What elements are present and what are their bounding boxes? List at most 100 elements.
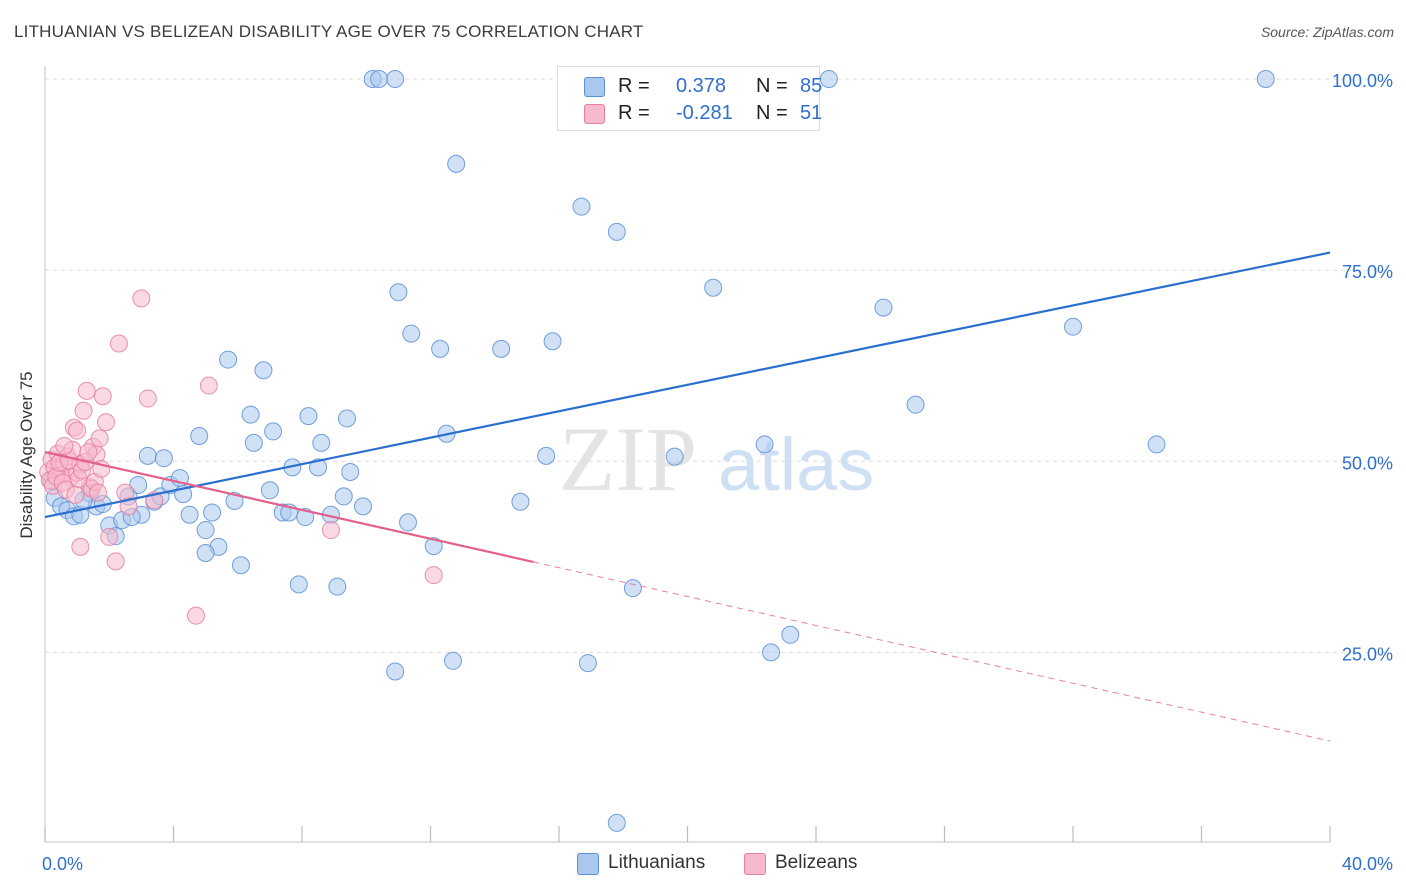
legend-swatch-pink [584,104,605,124]
y-tick-label: 25.0% [1342,644,1393,664]
lithuanian-point [154,449,173,468]
lithuanian-point [309,458,328,477]
lithuanian-point [623,579,642,598]
belizean-point [321,521,340,540]
lithuanian-point [607,222,626,241]
x-tick-label: 40.0% [1342,854,1393,874]
belizean-point [74,401,93,420]
y-tick-label: 100.0% [1332,71,1393,91]
lithuanian-point [386,662,405,681]
belizean-trend-extension [533,561,1331,742]
lithuanian-point [334,487,353,506]
lithuanian-trend-line [44,251,1331,519]
y-axis-label: Disability Age Over 75 [17,371,36,539]
lithuanian-point [241,405,260,424]
lithuanian-point [296,508,315,527]
lithuanian-point [537,446,556,465]
series-legend-label: Lithuanians [608,852,706,873]
watermark-atlas: atlas [718,423,874,506]
lithuanian-point [264,422,283,441]
lithuanian-point [260,481,279,500]
belizean-point [77,381,96,400]
belizean-point [68,421,87,440]
lithuanian-point [492,339,511,358]
lithuanian-point [1256,70,1275,88]
lithuanian-point [665,447,684,466]
lithuanian-point [704,278,723,297]
lithuanian-point [607,813,626,832]
lithuanian-point [424,537,443,556]
legend-r-value: 0.378 [676,75,727,97]
belizean-point [100,527,119,546]
lithuanian-point [328,577,347,596]
belizean-point [199,376,218,395]
lithuanian-point [196,521,215,540]
lithuanian-point [196,543,215,562]
belizean-trend-line [44,451,534,563]
y-tick-label: 50.0% [1342,453,1393,473]
lithuanian-point [389,283,408,302]
legend-r-label: R = [618,75,650,97]
lithuanian-point [511,492,530,511]
legend-n-label: N = [756,75,788,97]
belizean-point [186,606,205,625]
lithuanian-point [190,427,209,446]
belizean-point [90,429,109,448]
belizean-point [119,497,138,516]
x-tick-label: 0.0% [42,854,83,874]
lithuanian-point [906,395,925,414]
trend-lines [44,251,1331,742]
belizean-point [138,389,157,408]
lithuanian-point [543,332,562,351]
lithuanian-point [203,503,222,522]
lithuanian-point [312,433,331,452]
belizean-point [71,537,90,556]
lithuanian-point [819,70,838,88]
lithuanian-point [1064,317,1082,336]
tick-labels: 25.0% 50.0% 75.0% 100.0% 0.0% 40.0% [42,71,1393,874]
lithuanian-point [354,497,373,516]
lithuanian-point [755,435,774,454]
lithuanian-point [762,643,781,662]
lithuanian-point [370,70,389,88]
legend-n-value: 51 [800,102,823,124]
lithuanian-point [337,409,356,428]
lithuanian-point [180,505,199,524]
lithuanian-point [578,654,597,673]
legend-n-label: N = [756,102,788,124]
lithuanian-point [572,197,591,216]
lithuanian-point [447,154,466,173]
legend-swatch-blue [584,77,605,97]
lithuanian-point [138,446,157,465]
lithuanian-point [254,361,273,380]
chart-title: LITHUANIAN VS BELIZEAN DISABILITY AGE OV… [14,22,644,41]
source-label: Source: ZipAtlas.com [1260,24,1394,40]
belizean-point [109,334,128,353]
lithuanian-point [402,324,421,343]
stats-legend: R = 0.378 N = 85 R = -0.281 N = 51 [557,66,823,131]
belizean-point [89,483,108,502]
belizean-point [97,413,116,432]
belizean-point [93,387,112,406]
belizean-point [106,552,125,571]
series-swatch-pink [744,853,766,875]
lithuanian-point [231,556,250,575]
lithuanian-point [781,625,800,644]
lithuanian-point [244,433,263,452]
lithuanian-point [289,575,308,594]
lithuanian-point [1147,435,1166,454]
lithuanian-point [399,513,418,532]
series-legend: Lithuanians Belizeans [0,852,1406,878]
data-points [39,70,1275,832]
belizean-point [55,436,74,455]
belizean-point [79,443,98,462]
legend-r-value: -0.281 [676,102,733,124]
belizean-point [132,289,151,308]
y-tick-label: 75.0% [1342,262,1393,282]
lithuanian-point [874,298,893,317]
belizean-point [424,566,443,585]
belizean-point [66,485,85,504]
series-legend-label: Belizeans [775,852,858,873]
grid-lines [45,78,1390,653]
